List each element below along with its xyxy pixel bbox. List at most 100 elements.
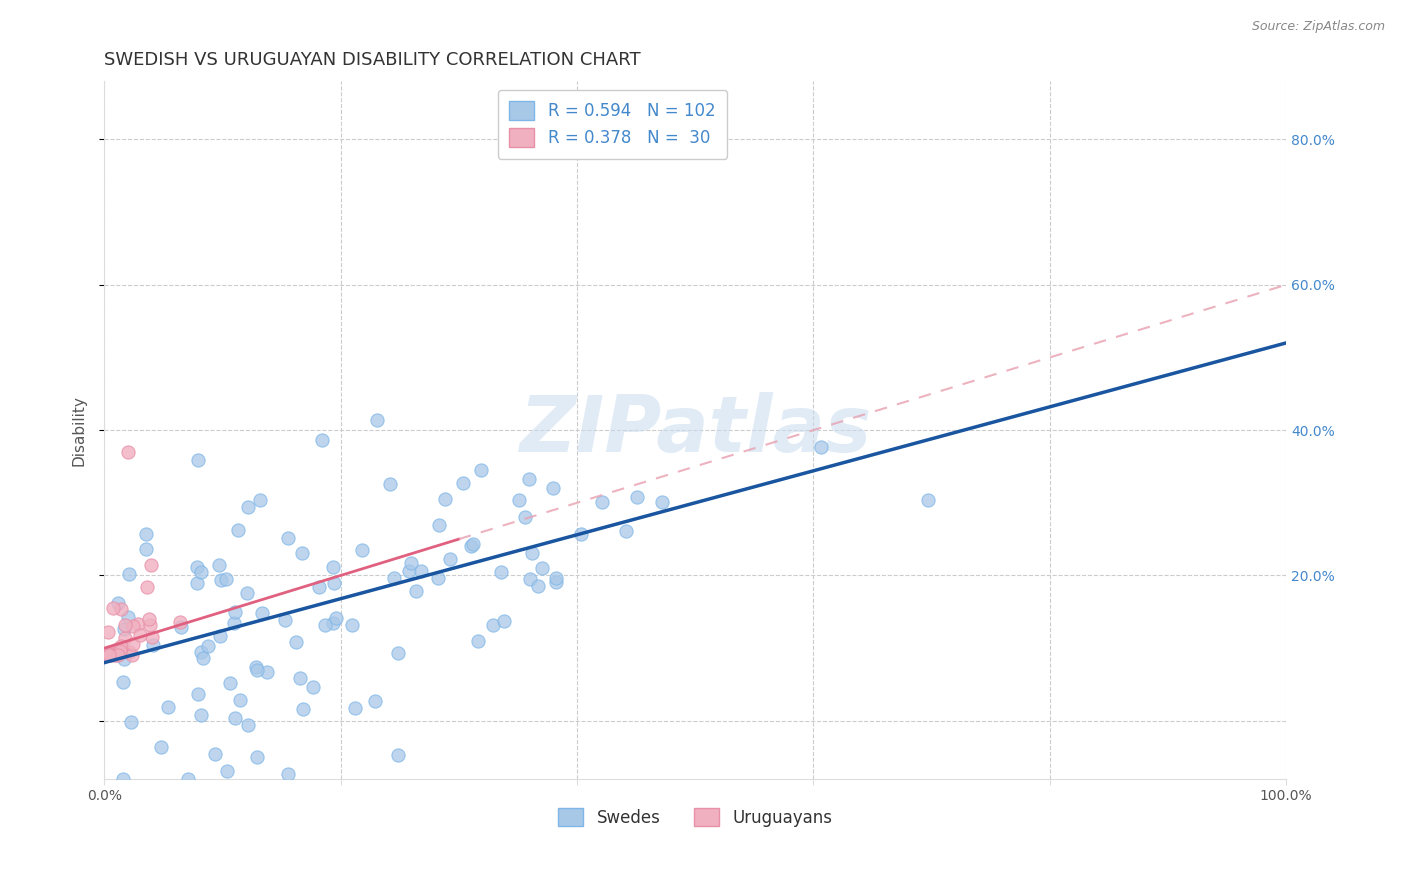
Point bbox=[117, 609, 139, 624]
Point bbox=[236, 586, 259, 600]
Point bbox=[530, 561, 553, 575]
Point bbox=[191, 651, 214, 665]
Point bbox=[122, 637, 145, 651]
Point bbox=[197, 639, 219, 653]
Point bbox=[219, 675, 242, 690]
Point bbox=[224, 605, 246, 619]
Point bbox=[209, 629, 232, 643]
Point bbox=[427, 518, 450, 533]
Point bbox=[384, 571, 406, 585]
Point bbox=[288, 671, 311, 685]
Point bbox=[544, 571, 567, 585]
Point bbox=[204, 747, 226, 761]
Point bbox=[141, 630, 163, 644]
Point bbox=[308, 580, 330, 594]
Point bbox=[208, 558, 231, 573]
Point bbox=[340, 618, 363, 632]
Point bbox=[246, 749, 269, 764]
Point bbox=[214, 572, 236, 586]
Point bbox=[250, 606, 273, 620]
Point bbox=[460, 539, 482, 553]
Point bbox=[138, 617, 160, 632]
Point bbox=[135, 526, 157, 541]
Point bbox=[591, 495, 613, 509]
Point bbox=[98, 648, 121, 663]
Point bbox=[177, 772, 200, 786]
Point bbox=[810, 440, 832, 454]
Point bbox=[314, 618, 336, 632]
Point bbox=[387, 646, 409, 660]
Point bbox=[98, 648, 121, 663]
Point bbox=[138, 612, 160, 626]
Point bbox=[238, 718, 260, 732]
Point bbox=[626, 490, 648, 504]
Point bbox=[517, 472, 540, 486]
Point bbox=[467, 634, 489, 648]
Point bbox=[343, 701, 366, 715]
Legend: Swedes, Uruguayans: Swedes, Uruguayans bbox=[551, 801, 839, 833]
Point bbox=[107, 642, 129, 657]
Point bbox=[111, 772, 134, 786]
Point bbox=[170, 620, 193, 634]
Point bbox=[405, 584, 427, 599]
Point bbox=[190, 707, 212, 722]
Point bbox=[157, 699, 180, 714]
Point bbox=[489, 565, 512, 579]
Point bbox=[217, 764, 239, 778]
Point bbox=[363, 694, 385, 708]
Point bbox=[508, 493, 530, 508]
Point bbox=[311, 433, 333, 447]
Point bbox=[614, 524, 637, 538]
Point bbox=[378, 476, 401, 491]
Point bbox=[451, 476, 474, 491]
Point bbox=[277, 531, 299, 545]
Point bbox=[135, 542, 157, 557]
Point bbox=[190, 645, 212, 659]
Point bbox=[114, 631, 136, 645]
Point bbox=[325, 611, 347, 625]
Point bbox=[150, 740, 173, 755]
Point bbox=[187, 687, 209, 701]
Point bbox=[519, 572, 541, 586]
Point bbox=[122, 619, 145, 633]
Point bbox=[110, 602, 132, 616]
Point bbox=[398, 564, 420, 578]
Point bbox=[409, 564, 432, 578]
Point bbox=[118, 645, 141, 659]
Point bbox=[569, 527, 592, 541]
Point bbox=[461, 537, 484, 551]
Point bbox=[352, 542, 374, 557]
Point bbox=[224, 615, 246, 630]
Point bbox=[127, 616, 149, 631]
Point bbox=[187, 452, 209, 467]
Point bbox=[470, 463, 492, 477]
Point bbox=[112, 622, 135, 636]
Point bbox=[186, 576, 208, 591]
Point bbox=[97, 648, 120, 663]
Point bbox=[141, 558, 163, 573]
Text: ZIPatlas: ZIPatlas bbox=[519, 392, 872, 468]
Point bbox=[274, 613, 297, 627]
Point bbox=[121, 648, 143, 663]
Point bbox=[541, 481, 564, 495]
Point bbox=[439, 552, 461, 566]
Point bbox=[245, 660, 267, 674]
Point bbox=[142, 639, 165, 653]
Point bbox=[229, 693, 252, 707]
Point bbox=[118, 567, 141, 582]
Point bbox=[98, 647, 121, 661]
Point bbox=[256, 665, 278, 679]
Point bbox=[114, 618, 136, 632]
Point bbox=[292, 701, 315, 715]
Point bbox=[249, 493, 271, 508]
Point bbox=[277, 767, 299, 781]
Text: SWEDISH VS URUGUAYAN DISABILITY CORRELATION CHART: SWEDISH VS URUGUAYAN DISABILITY CORRELAT… bbox=[104, 51, 641, 69]
Point bbox=[108, 644, 131, 658]
Point bbox=[107, 596, 129, 610]
Point bbox=[427, 571, 450, 585]
Point bbox=[291, 546, 314, 560]
Point bbox=[104, 642, 127, 657]
Point bbox=[544, 574, 567, 589]
Point bbox=[97, 624, 120, 639]
Point bbox=[112, 652, 135, 666]
